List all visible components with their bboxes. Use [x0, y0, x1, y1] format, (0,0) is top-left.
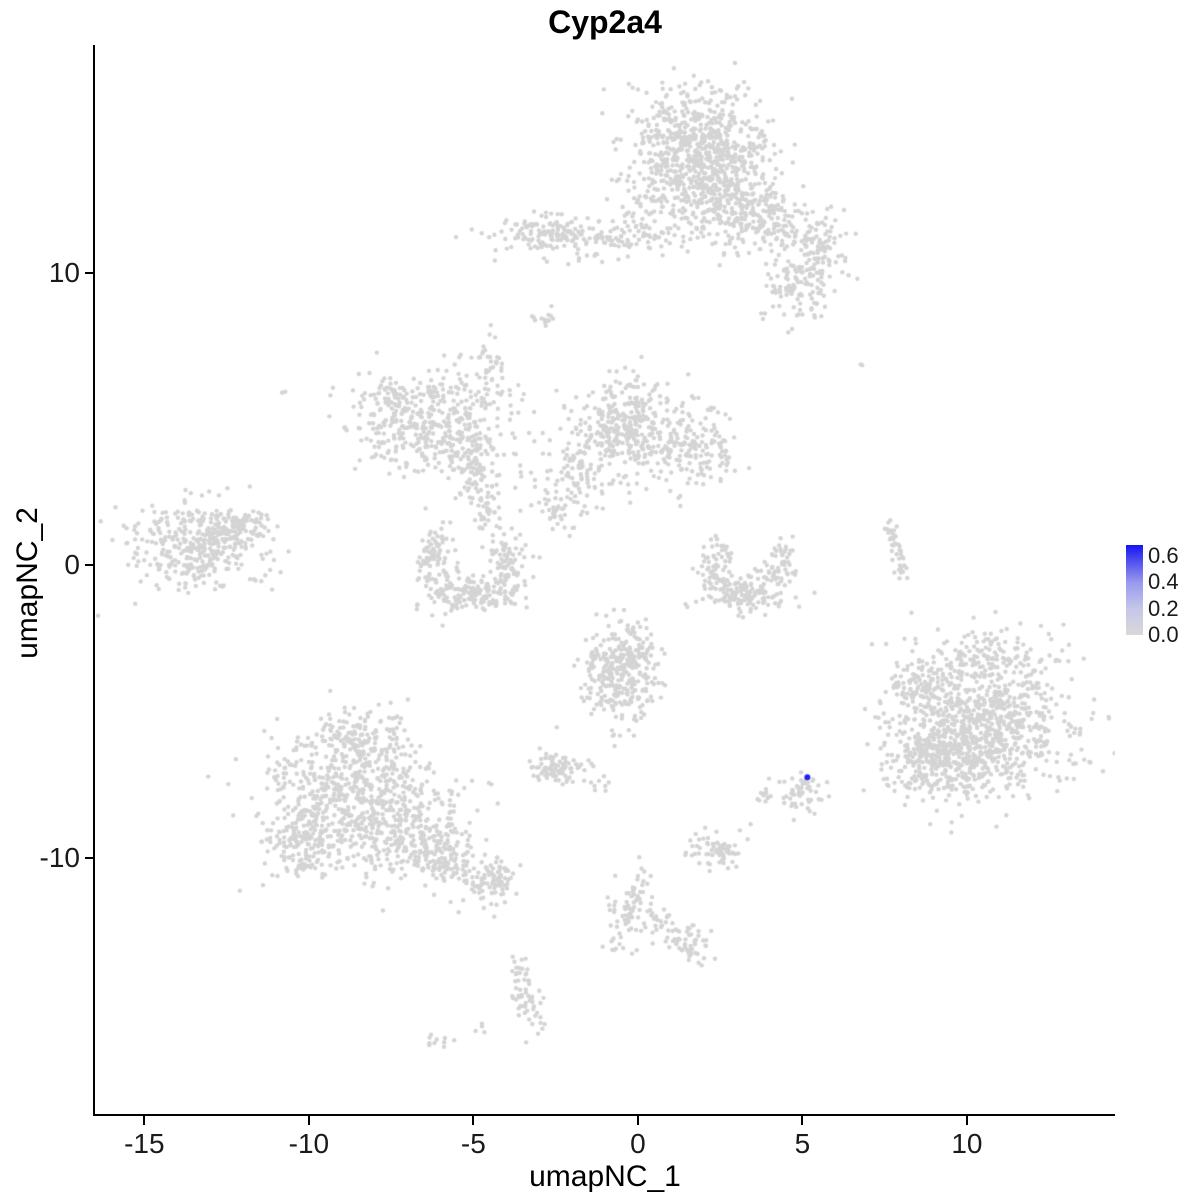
x-tick-label: 0 — [630, 1128, 646, 1159]
legend-tick-label: 0.2 — [1148, 595, 1179, 621]
y-tick-mark — [85, 856, 94, 859]
x-tick-label: -10 — [288, 1128, 330, 1159]
y-tick-label: -10 — [39, 841, 80, 873]
x-tick-label: -15 — [124, 1128, 165, 1159]
y-tick-mark — [85, 272, 94, 275]
x-tick-mark — [801, 1116, 804, 1125]
legend-tick-label: 0.0 — [1148, 622, 1179, 647]
x-tick-mark — [965, 1116, 968, 1125]
y-tick-label: 10 — [48, 257, 80, 289]
y-tick-label: 0 — [64, 549, 80, 581]
x-tick-label: 5 — [794, 1128, 811, 1159]
x-axis-title: umapNC_1 — [529, 1160, 681, 1193]
plot-title: Cyp2a4 — [548, 4, 662, 40]
legend-tick-label: 0.6 — [1148, 542, 1179, 568]
legend-tick-label: 0.4 — [1148, 569, 1179, 595]
x-tick-mark — [636, 1116, 639, 1125]
legend-colorbar — [1126, 545, 1143, 635]
y-axis-title: umapNC_2 — [11, 507, 44, 659]
x-tick-mark — [307, 1116, 310, 1125]
y-tick-mark — [85, 564, 94, 567]
x-tick-mark — [143, 1116, 146, 1125]
x-tick-label: 10 — [951, 1128, 983, 1159]
x-tick-label: -5 — [460, 1128, 486, 1159]
plot-panel-axes — [93, 45, 1115, 1116]
x-tick-mark — [472, 1116, 475, 1125]
scatter-plot-canvas — [95, 45, 1115, 1115]
